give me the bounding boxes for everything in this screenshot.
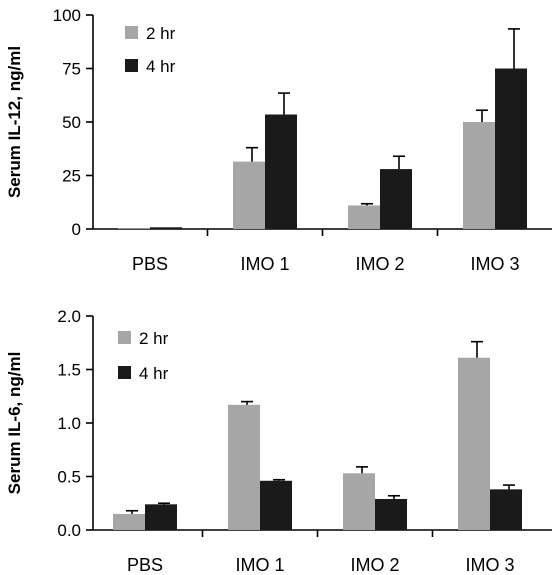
bar-1 — [348, 205, 380, 229]
bar-1 — [343, 473, 375, 530]
x-tick-label: IMO 2 — [350, 555, 399, 575]
legend-label: 2 hr — [146, 24, 176, 43]
y-tick-label: 1.5 — [57, 361, 81, 380]
legend-swatch — [118, 366, 131, 379]
bar-1 — [118, 228, 150, 229]
bar-1 — [233, 161, 265, 229]
bar-1 — [228, 404, 260, 530]
y-axis-label: Serum IL-6, ng/ml — [5, 352, 24, 495]
y-tick-label: 0.5 — [57, 468, 81, 487]
bar-1 — [463, 122, 495, 229]
bar-2 — [380, 169, 412, 229]
bar-2 — [260, 480, 292, 530]
legend-label: 4 hr — [146, 57, 176, 76]
chart-2: 0.0 0.5 1.0 1.5 2.0 PBS IMO 1 IMO 2 IMO 3 2 hr 4 h… — [5, 307, 552, 575]
legend-label: 4 hr — [139, 364, 169, 383]
legend-label: 2 hr — [139, 329, 169, 348]
bar-1 — [113, 513, 145, 530]
y-tick-label: 2.0 — [57, 307, 81, 326]
x-tick-label: IMO 1 — [235, 555, 284, 575]
x-tick-label: PBS — [132, 254, 168, 274]
bar-2 — [145, 504, 177, 530]
x-tick-label: IMO 3 — [470, 254, 519, 274]
y-axis-label: Serum IL-12, ng/ml — [5, 46, 24, 198]
bar-2 — [150, 227, 182, 229]
y-tick-label: 0.0 — [57, 521, 81, 540]
x-tick-label: IMO 3 — [465, 555, 514, 575]
legend-swatch — [118, 331, 131, 344]
y-tick-label: 0 — [72, 220, 81, 239]
y-tick-label: 100 — [53, 6, 81, 25]
x-tick-label: IMO 2 — [355, 254, 404, 274]
bar-2 — [265, 114, 297, 229]
legend-swatch — [125, 59, 138, 72]
y-tick-label: 1.0 — [57, 414, 81, 433]
x-tick-label: PBS — [127, 555, 163, 575]
y-tick-label: 25 — [62, 167, 81, 186]
y-tick-label: 75 — [62, 60, 81, 79]
chart-1: 0 25 50 75 100 PBS IMO 1 IMO 2 IMO 3 2 hr 4 hr Seru… — [5, 6, 552, 274]
x-tick-label: IMO 1 — [240, 254, 289, 274]
bar-1 — [458, 357, 490, 530]
bar-2 — [375, 498, 407, 530]
legend-swatch — [125, 26, 138, 39]
y-tick-label: 50 — [62, 113, 81, 132]
bar-2 — [490, 489, 522, 530]
bar-2 — [495, 68, 527, 229]
